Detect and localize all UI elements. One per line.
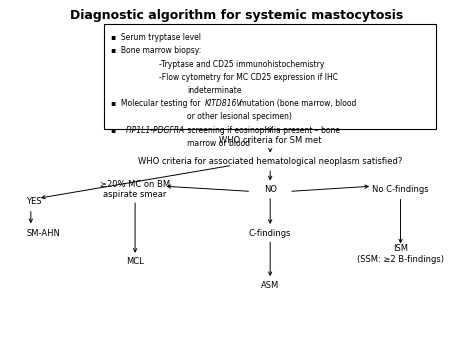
Text: ≥20% MC on BM
aspirate smear: ≥20% MC on BM aspirate smear [100, 180, 170, 199]
Text: -Tryptase and CD25 immunohistochemistry: -Tryptase and CD25 immunohistochemistry [159, 60, 324, 69]
Text: ▪  Serum tryptase level: ▪ Serum tryptase level [111, 33, 201, 42]
Text: indeterminate: indeterminate [187, 86, 242, 95]
Text: No C-findings: No C-findings [372, 185, 429, 194]
Text: marrow or blood: marrow or blood [187, 139, 250, 148]
Text: screening if eosinophilia present – bone: screening if eosinophilia present – bone [185, 126, 340, 135]
Text: or other lesional specimen): or other lesional specimen) [187, 112, 292, 121]
Text: ▪: ▪ [111, 126, 121, 135]
Text: ▪  Bone marrow biopsy:: ▪ Bone marrow biopsy: [111, 46, 201, 55]
Text: Diagnostic algorithm for systemic mastocytosis: Diagnostic algorithm for systemic mastoc… [70, 9, 404, 22]
Text: NO: NO [264, 185, 277, 194]
Text: ASM: ASM [261, 281, 279, 290]
Text: mutation (bone marrow, blood: mutation (bone marrow, blood [237, 99, 356, 108]
Text: MCL: MCL [126, 256, 144, 266]
Text: ISM
(SSM: ≥2 B-findings): ISM (SSM: ≥2 B-findings) [357, 244, 444, 264]
Text: YES: YES [26, 197, 42, 206]
Text: WHO criteria for associated hematological neoplasm satisfied?: WHO criteria for associated hematologica… [138, 157, 402, 166]
Text: SM-AHN: SM-AHN [26, 229, 60, 238]
Text: -Flow cytometry for MC CD25 expression if IHC: -Flow cytometry for MC CD25 expression i… [159, 73, 338, 82]
FancyBboxPatch shape [104, 24, 436, 129]
Text: WHO criteria for SM met: WHO criteria for SM met [219, 136, 321, 145]
Text: FIP1L1-PDGFRA: FIP1L1-PDGFRA [126, 126, 185, 135]
Text: C-findings: C-findings [249, 229, 292, 238]
Text: KITD816V: KITD816V [205, 99, 243, 108]
Text: ▪  Molecular testing for: ▪ Molecular testing for [111, 99, 203, 108]
